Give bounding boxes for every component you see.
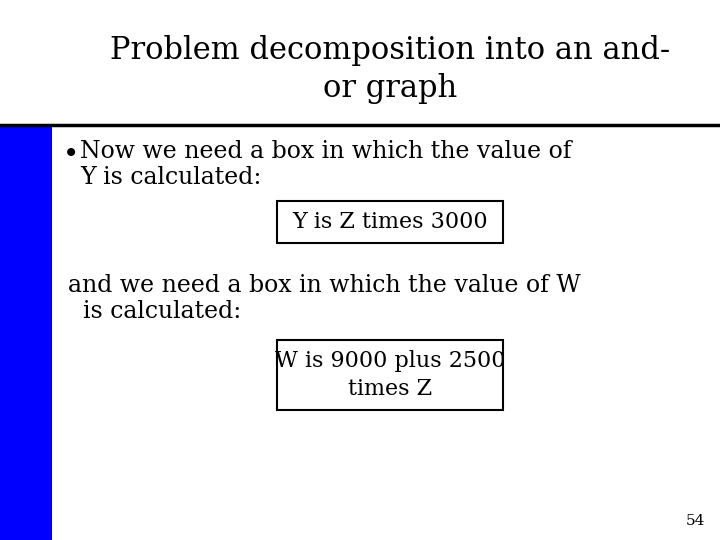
Text: and we need a box in which the value of W: and we need a box in which the value of … xyxy=(68,273,581,296)
Text: or graph: or graph xyxy=(323,72,457,104)
Bar xyxy=(0,125,52,540)
Text: Problem decomposition into an and-: Problem decomposition into an and- xyxy=(110,35,670,65)
Text: is calculated:: is calculated: xyxy=(68,300,241,322)
FancyBboxPatch shape xyxy=(277,201,503,243)
Text: Y is calculated:: Y is calculated: xyxy=(80,166,261,190)
Text: •: • xyxy=(63,141,79,168)
Text: 54: 54 xyxy=(685,514,705,528)
Text: Now we need a box in which the value of: Now we need a box in which the value of xyxy=(80,140,572,164)
Text: Y is Z times 3000: Y is Z times 3000 xyxy=(292,211,488,233)
Text: times Z: times Z xyxy=(348,378,432,400)
Text: W is 9000 plus 2500: W is 9000 plus 2500 xyxy=(275,350,505,372)
FancyBboxPatch shape xyxy=(277,340,503,410)
